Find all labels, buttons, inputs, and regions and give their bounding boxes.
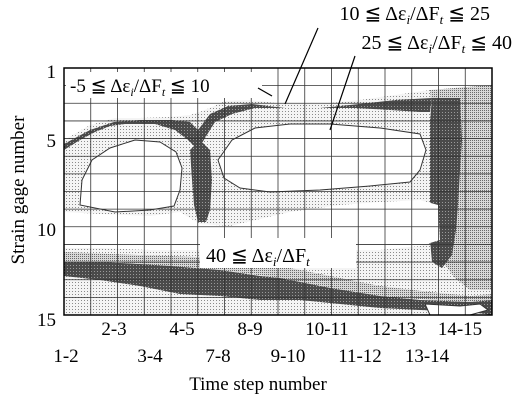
y-tick-15: 15 xyxy=(37,310,56,331)
annotation-neg5-10: -5 ≦ Δεi/ΔFt ≦ 10 xyxy=(66,72,273,99)
annotation-neg5-10-leader xyxy=(257,87,273,97)
x-tick-7-8: 7-8 xyxy=(205,346,230,367)
plot-frame xyxy=(63,67,493,316)
x-tick-14-15: 14-15 xyxy=(438,319,482,340)
x-tick-labels-upper: 2-3 4-5 8-9 10-11 12-13 14-15 xyxy=(101,319,482,340)
annotation-25-40: 25 ≦ Δεi/ΔFt ≦ 40 xyxy=(329,28,512,131)
y-tick-1: 1 xyxy=(47,62,57,83)
region-white-center xyxy=(217,123,427,193)
y-tick-labels: 1 5 10 15 xyxy=(37,62,56,331)
annotation-10-25-leader xyxy=(284,27,319,105)
y-axis-label: Strain gage number xyxy=(8,115,29,264)
x-tick-labels-lower: 1-2 3-4 7-8 9-10 11-12 13-14 xyxy=(53,346,449,367)
x-tick-13-14: 13-14 xyxy=(405,346,450,367)
x-tick-2-3: 2-3 xyxy=(101,319,126,340)
annotation-10-25: 10 ≦ Δεi/ΔFt ≦ 25 xyxy=(258,0,498,105)
grid xyxy=(64,68,492,315)
y-tick-10: 10 xyxy=(37,220,56,241)
annotation-neg5-10-text: -5 ≦ Δεi/ΔFt ≦ 10 xyxy=(70,76,210,99)
x-axis-label: Time step number xyxy=(189,374,327,395)
annotation-25-40-text: 25 ≦ Δεi/ΔFt ≦ 40 xyxy=(362,32,512,56)
x-tick-8-9: 8-9 xyxy=(237,319,262,340)
x-tick-12-13: 12-13 xyxy=(372,319,416,340)
annotation-25-40-leader xyxy=(329,55,356,131)
region-white-left xyxy=(79,139,183,213)
x-tick-3-4: 3-4 xyxy=(137,346,163,367)
region-white-bottom-right xyxy=(424,303,490,315)
x-tick-4-5: 4-5 xyxy=(169,319,194,340)
region-white-mid xyxy=(64,200,440,250)
annotation-40-up: 40 ≦ Δεi/ΔFt xyxy=(200,238,356,269)
annotation-10-25-text: 10 ≦ Δεi/ΔFt ≦ 25 xyxy=(340,3,490,27)
x-tick-9-10: 9-10 xyxy=(271,346,306,367)
x-tick-10-11: 10-11 xyxy=(305,319,349,340)
x-tick-1-2: 1-2 xyxy=(53,346,78,367)
x-tick-11-12: 11-12 xyxy=(338,346,382,367)
y-tick-5: 5 xyxy=(47,131,57,152)
region-dark-spike xyxy=(190,140,212,222)
annotation-40-up-text: 40 ≦ Δεi/ΔFt xyxy=(206,245,310,269)
